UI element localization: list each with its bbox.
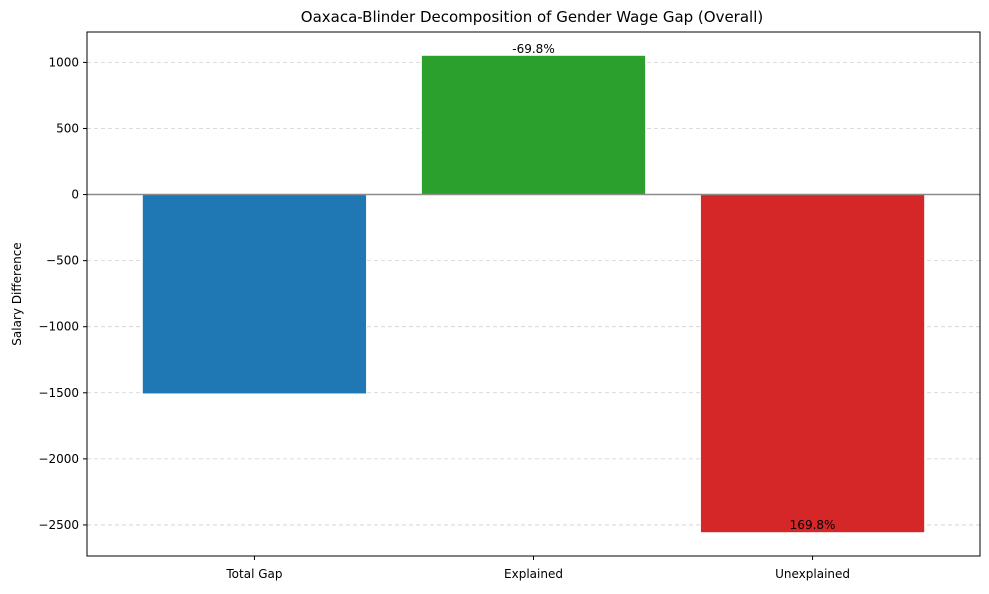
x-tick-label: Total Gap	[225, 567, 282, 581]
bar-total-gap	[142, 194, 367, 394]
y-axis-label: Salary Difference	[10, 242, 24, 345]
x-tick-label: Unexplained	[775, 567, 850, 581]
bar-data-label: -69.8%	[512, 42, 554, 56]
bar-unexplained	[700, 194, 925, 533]
bar-data-label: 169.8%	[790, 518, 836, 532]
y-tick-label: 500	[56, 121, 79, 135]
chart-title: Oaxaca-Blinder Decomposition of Gender W…	[301, 8, 763, 26]
x-tick-label: Explained	[504, 567, 563, 581]
y-tick-label: −500	[46, 254, 79, 268]
y-tick-label: −2500	[38, 518, 79, 532]
bar-data-labels: -69.8% 169.8%	[512, 42, 835, 532]
y-axis-ticks: 1000 500 0 −500 −1000 −1500 −2000 −2500	[38, 55, 87, 532]
bars	[142, 55, 925, 533]
bar-explained	[421, 55, 646, 195]
y-tick-label: 0	[71, 188, 79, 202]
y-tick-label: −2000	[38, 452, 79, 466]
x-axis-ticks: Total Gap Explained Unexplained	[225, 556, 850, 581]
y-tick-label: 1000	[48, 55, 79, 69]
y-tick-label: −1500	[38, 386, 79, 400]
y-tick-label: −1000	[38, 320, 79, 334]
